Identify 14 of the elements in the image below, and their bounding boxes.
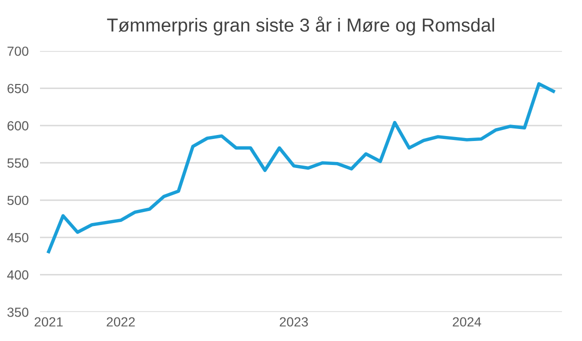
x-tick-label: 2023 xyxy=(280,317,308,327)
x-tick-label: 2024 xyxy=(452,317,482,327)
y-tick-label: 700 xyxy=(8,46,28,56)
x-tick-label: 2022 xyxy=(106,317,135,327)
y-tick-label: 550 xyxy=(7,158,28,168)
chart-title: Tømmerpris gran siste 3 år i Møre og Romsdal xyxy=(107,16,494,36)
y-tick-label: 350 xyxy=(7,308,28,317)
y-tick-label: 400 xyxy=(7,270,28,280)
y-tick-label: 500 xyxy=(7,196,28,206)
y-tick-label: 450 xyxy=(7,232,28,242)
y-tick-label: 600 xyxy=(8,121,28,130)
y-tick-label: 650 xyxy=(8,84,28,94)
line-series xyxy=(46,82,556,254)
x-tick-label: 2021 xyxy=(34,317,63,327)
